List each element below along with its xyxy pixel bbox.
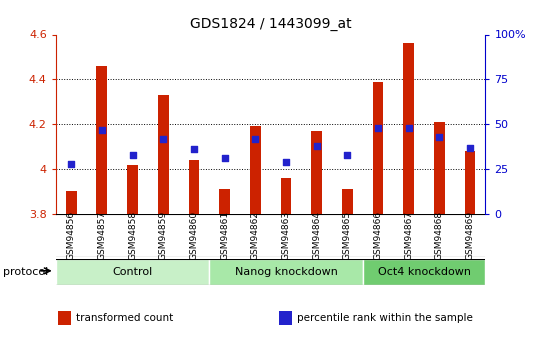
Bar — [363, 259, 485, 285]
Bar — [97, 66, 107, 214]
Point — [465, 145, 474, 150]
Bar — [189, 160, 199, 214]
Text: GSM94856: GSM94856 — [66, 211, 76, 260]
Point — [251, 136, 259, 141]
Bar — [403, 43, 414, 214]
Bar — [342, 189, 353, 214]
Bar — [465, 151, 475, 214]
Point — [128, 152, 137, 157]
Point — [312, 143, 321, 148]
Text: GSM94866: GSM94866 — [373, 211, 383, 260]
Bar — [209, 259, 363, 285]
Text: protocol: protocol — [3, 267, 48, 277]
Point — [189, 147, 199, 152]
Bar — [56, 259, 209, 285]
Text: GSM94860: GSM94860 — [189, 211, 199, 260]
Text: transformed count: transformed count — [76, 313, 173, 323]
Point — [158, 136, 167, 141]
Point — [343, 152, 352, 157]
Text: GSM94863: GSM94863 — [281, 211, 291, 260]
Bar — [158, 95, 169, 214]
Text: Oct4 knockdown: Oct4 knockdown — [378, 267, 470, 277]
Bar — [127, 165, 138, 214]
Text: GSM94861: GSM94861 — [220, 211, 229, 260]
Point — [220, 156, 229, 161]
Bar — [219, 189, 230, 214]
Bar — [66, 191, 76, 214]
Text: GSM94867: GSM94867 — [404, 211, 413, 260]
Bar — [434, 122, 445, 214]
Text: GSM94859: GSM94859 — [158, 211, 168, 260]
Bar — [281, 178, 291, 214]
Text: GSM94868: GSM94868 — [435, 211, 444, 260]
Bar — [311, 131, 322, 214]
Text: Nanog knockdown: Nanog knockdown — [234, 267, 338, 277]
Text: percentile rank within the sample: percentile rank within the sample — [297, 313, 473, 323]
Point — [404, 125, 413, 130]
Text: GSM94862: GSM94862 — [251, 211, 260, 260]
Title: GDS1824 / 1443099_at: GDS1824 / 1443099_at — [190, 17, 352, 31]
Point — [435, 134, 444, 139]
Text: GSM94869: GSM94869 — [465, 211, 475, 260]
Bar — [373, 81, 383, 214]
Point — [67, 161, 76, 166]
Bar — [279, 310, 291, 325]
Text: Control: Control — [112, 267, 153, 277]
Text: GSM94865: GSM94865 — [343, 211, 352, 260]
Point — [97, 127, 106, 132]
Point — [281, 159, 290, 165]
Point — [373, 125, 382, 130]
Bar — [58, 310, 70, 325]
Text: GSM94858: GSM94858 — [128, 211, 137, 260]
Bar — [250, 126, 261, 214]
Text: GSM94864: GSM94864 — [312, 211, 321, 260]
Text: GSM94857: GSM94857 — [97, 211, 107, 260]
